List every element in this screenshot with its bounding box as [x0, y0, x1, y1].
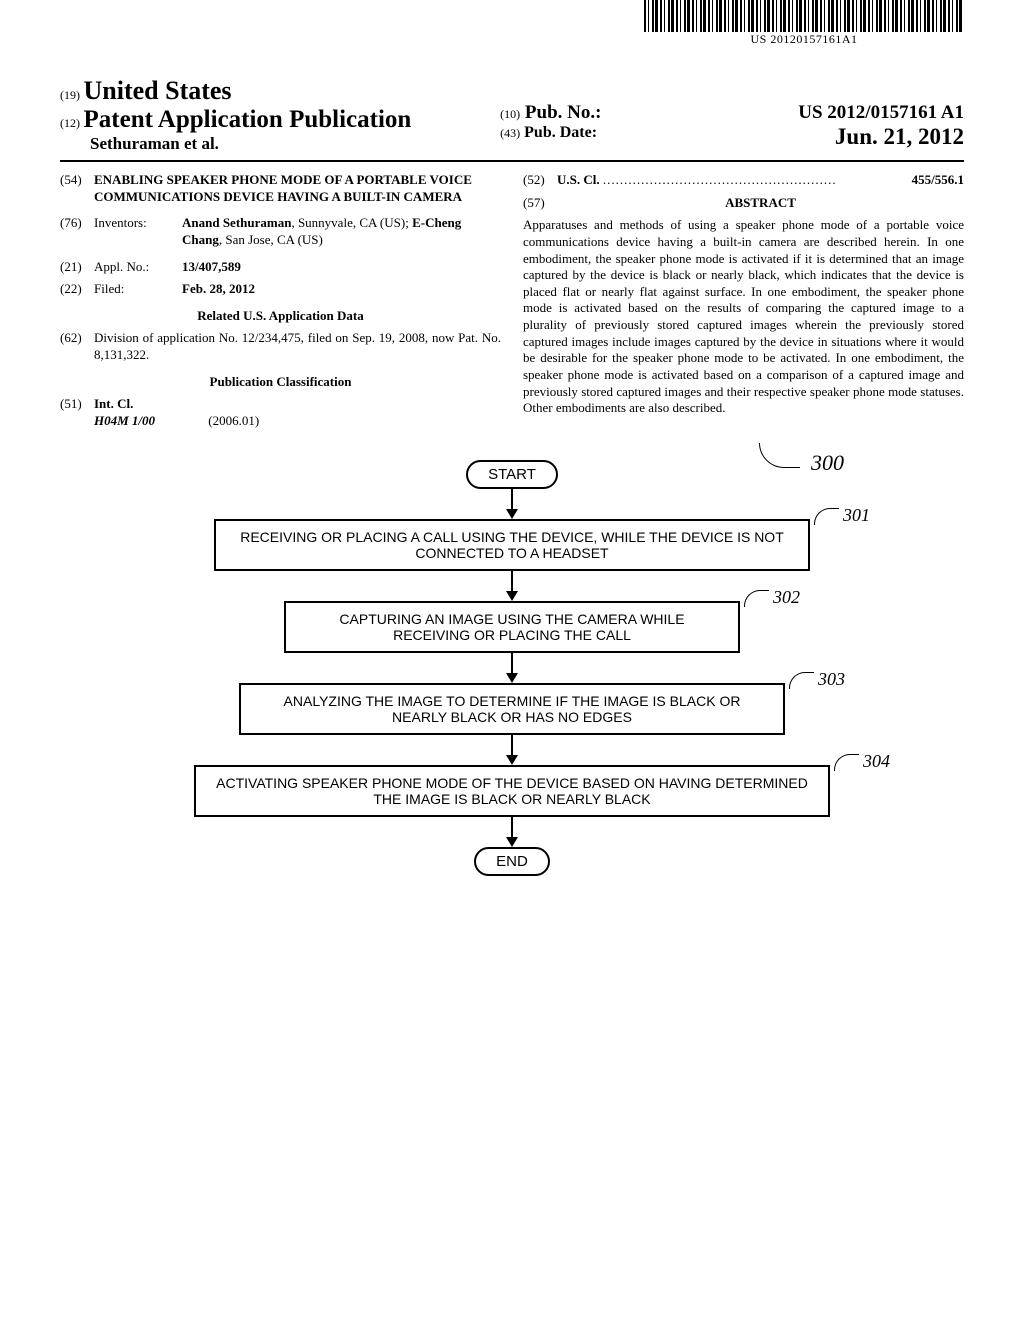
- abstract-header: (57) ABSTRACT: [523, 195, 964, 212]
- intcl-year: (2006.01): [208, 413, 259, 428]
- flow-container: START RECEIVING OR PLACING A CALL USING …: [60, 460, 964, 876]
- division-field: (62) Division of application No. 12/234,…: [60, 330, 501, 363]
- left-column: (54) ENABLING SPEAKER PHONE MODE OF A PO…: [60, 172, 501, 436]
- page-content: (19) United States (12) Patent Applicati…: [0, 48, 1024, 916]
- divider: [60, 160, 964, 162]
- pub-no-value: US 2012/0157161 A1: [798, 102, 964, 124]
- intcl-code: H04M 1/00: [94, 413, 155, 428]
- header: (19) United States (12) Patent Applicati…: [60, 76, 964, 154]
- process-box-303: ANALYZING THE IMAGE TO DETERMINE IF THE …: [239, 683, 785, 735]
- header-right: (10) Pub. No.: US 2012/0157161 A1 (43) P…: [488, 76, 964, 154]
- uscl-value: 455/556.1: [912, 172, 964, 189]
- end-terminator: END: [474, 847, 550, 876]
- field-10: (10): [500, 107, 520, 121]
- intcl-block: Int. Cl. H04M 1/00 (2006.01): [94, 396, 259, 429]
- field-43: (43): [500, 126, 520, 140]
- figure-ref-curve: [759, 443, 800, 468]
- pub-date-label: Pub. Date:: [524, 124, 597, 141]
- field-51: (51): [60, 396, 94, 429]
- barcode: US 20120157161A1: [644, 0, 964, 47]
- pub-type: Patent Application Publication: [84, 106, 412, 133]
- field-57: (57): [523, 195, 557, 212]
- arrow: [506, 653, 518, 683]
- uscl-line: U.S. Cl. ...............................…: [557, 172, 964, 189]
- filed-value: Feb. 28, 2012: [182, 281, 255, 296]
- filed-field: (22) Filed: Feb. 28, 2012: [60, 281, 501, 298]
- uscl-dots: ........................................…: [603, 172, 837, 187]
- process-box-304: ACTIVATING SPEAKER PHONE MODE OF THE DEV…: [194, 765, 830, 817]
- barcode-text: US 20120157161A1: [644, 32, 964, 47]
- division-text: Division of application No. 12/234,475, …: [94, 330, 501, 363]
- field-54: (54): [60, 172, 94, 205]
- arrow: [506, 571, 518, 601]
- pub-date-value: Jun. 21, 2012: [835, 124, 964, 150]
- process-ref-304: 304: [834, 751, 890, 772]
- invention-title: ENABLING SPEAKER PHONE MODE OF A PORTABL…: [94, 172, 501, 205]
- pub-no-line: (10) Pub. No.: US 2012/0157161 A1: [500, 102, 964, 124]
- pub-type-line: (12) Patent Application Publication: [60, 106, 488, 134]
- process-ref-302: 302: [744, 587, 800, 608]
- intcl-field: (51) Int. Cl. H04M 1/00 (2006.01): [60, 396, 501, 429]
- country-label: United States: [84, 76, 232, 105]
- process-box-302: CAPTURING AN IMAGE USING THE CAMERA WHIL…: [284, 601, 740, 653]
- process-box-301: RECEIVING OR PLACING A CALL USING THE DE…: [214, 519, 810, 571]
- process-wrap: ACTIVATING SPEAKER PHONE MODE OF THE DEV…: [194, 765, 830, 817]
- field-19: (19): [60, 88, 80, 102]
- arrow: [506, 817, 518, 847]
- process-ref-303: 303: [789, 669, 845, 690]
- process-wrap: RECEIVING OR PLACING A CALL USING THE DE…: [214, 519, 810, 571]
- related-header: Related U.S. Application Data: [60, 308, 501, 325]
- header-left: (19) United States (12) Patent Applicati…: [60, 76, 488, 154]
- pub-date-line: (43) Pub. Date: Jun. 21, 2012: [500, 124, 964, 142]
- process-wrap: ANALYZING THE IMAGE TO DETERMINE IF THE …: [239, 683, 785, 735]
- filed-label: Filed:: [94, 281, 182, 298]
- title-field: (54) ENABLING SPEAKER PHONE MODE OF A PO…: [60, 172, 501, 205]
- biblio-columns: (54) ENABLING SPEAKER PHONE MODE OF A PO…: [60, 172, 964, 436]
- applno-value: 13/407,589: [182, 259, 241, 274]
- applno-field: (21) Appl. No.: 13/407,589: [60, 259, 501, 276]
- inventors-field: (76) Inventors: Anand Sethuraman, Sunnyv…: [60, 215, 501, 248]
- authors: Sethuraman et al.: [60, 134, 488, 154]
- uscl-field: (52) U.S. Cl. ..........................…: [523, 172, 964, 189]
- right-column: (52) U.S. Cl. ..........................…: [523, 172, 964, 436]
- flowchart: 300 START RECEIVING OR PLACING A CALL US…: [60, 460, 964, 876]
- figure-ref-number: 300: [811, 450, 844, 475]
- abstract-text: Apparatuses and methods of using a speak…: [523, 217, 964, 417]
- barcode-bars: [644, 0, 964, 32]
- barcode-region: US 20120157161A1: [0, 0, 1024, 48]
- abstract-label: ABSTRACT: [725, 195, 796, 210]
- field-62: (62): [60, 330, 94, 363]
- arrow: [506, 735, 518, 765]
- field-76: (76): [60, 215, 94, 248]
- pub-no-label: Pub. No.:: [525, 102, 602, 123]
- applno-label: Appl. No.:: [94, 259, 182, 276]
- process-wrap: CAPTURING AN IMAGE USING THE CAMERA WHIL…: [284, 601, 740, 653]
- field-12: (12): [60, 116, 80, 130]
- inventor-1-name: Anand Sethuraman: [182, 215, 291, 230]
- field-21: (21): [60, 259, 94, 276]
- intcl-label: Int. Cl.: [94, 396, 133, 411]
- figure-ref: 300: [759, 450, 845, 476]
- start-terminator: START: [466, 460, 558, 489]
- field-52: (52): [523, 172, 557, 189]
- field-22: (22): [60, 281, 94, 298]
- uscl-label: U.S. Cl.: [557, 172, 600, 187]
- country-line: (19) United States: [60, 76, 488, 106]
- pubclass-header: Publication Classification: [60, 374, 501, 391]
- inventors-value: Anand Sethuraman, Sunnyvale, CA (US); E-…: [182, 215, 501, 248]
- arrow: [506, 489, 518, 519]
- process-ref-301: 301: [814, 505, 870, 526]
- inventors-label: Inventors:: [94, 215, 182, 248]
